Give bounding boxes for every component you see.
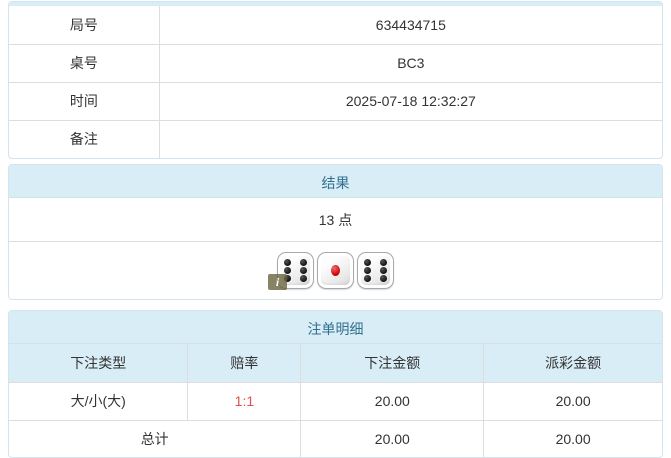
bet-amount: 20.00: [300, 382, 485, 421]
panel-top-strip: [9, 2, 662, 6]
bet-type: 大/小(大): [9, 382, 189, 421]
bets-table: 下注类型 赔率 下注金额 派彩金额 大/小(大) 1:1 20.00 20.00…: [9, 344, 662, 457]
total-payout-amount: 20.00: [555, 430, 591, 447]
game-info-table: 局号 634434715 桌号 BC3 时间 2025-07-18 12:32:…: [9, 6, 662, 158]
remark-value: [159, 120, 662, 158]
time-label: 时间: [9, 82, 160, 121]
col-payout-amount: 派彩金额: [483, 344, 662, 383]
game-info-panel: 局号 634434715 桌号 BC3 时间 2025-07-18 12:32:…: [8, 1, 663, 159]
bets-panel: 注单明细 下注类型 赔率 下注金额 派彩金额 大/小(大) 1:1 20.00 …: [8, 310, 663, 458]
total-label: 总计: [9, 420, 302, 457]
round-value: 634434715: [159, 6, 662, 45]
col-bet-amount: 下注金额: [300, 344, 485, 383]
info-row-round: 局号 634434715: [9, 6, 662, 45]
die-wrap-2: [317, 252, 354, 289]
info-row-remark: 备注: [9, 120, 662, 158]
bet-payout: 20.00: [483, 382, 662, 421]
col-odds: 赔率: [187, 344, 302, 383]
die-2: [317, 252, 354, 289]
bets-panel-title: 注单明细: [9, 311, 662, 344]
dice-row: i: [9, 242, 662, 299]
info-row-table: 桌号 BC3: [9, 44, 662, 83]
bet-odds: 1:1: [187, 382, 302, 421]
table-label: 桌号: [9, 44, 160, 83]
col-bet-type: 下注类型: [9, 344, 189, 383]
time-value: 2025-07-18 12:32:27: [159, 82, 662, 121]
bets-header-row: 下注类型 赔率 下注金额 派彩金额: [9, 344, 662, 383]
die-3: [357, 252, 394, 289]
result-points: 13 点: [9, 198, 662, 242]
table-value: BC3: [159, 44, 662, 83]
bet-row: 大/小(大) 1:1 20.00 20.00: [9, 382, 662, 421]
die-wrap-1: i: [268, 252, 314, 290]
result-panel-title: 结果: [9, 165, 662, 198]
result-panel: 结果 13 点 i: [8, 164, 663, 300]
info-row-time: 时间 2025-07-18 12:32:27: [9, 82, 662, 121]
round-label: 局号: [9, 6, 160, 45]
total-bet-amount: 20.00: [300, 420, 485, 457]
info-icon[interactable]: i: [268, 274, 287, 290]
remark-label: 备注: [9, 120, 160, 158]
die-wrap-3: [357, 252, 394, 289]
total-row: 总计 20.00 20.00: [9, 420, 662, 457]
